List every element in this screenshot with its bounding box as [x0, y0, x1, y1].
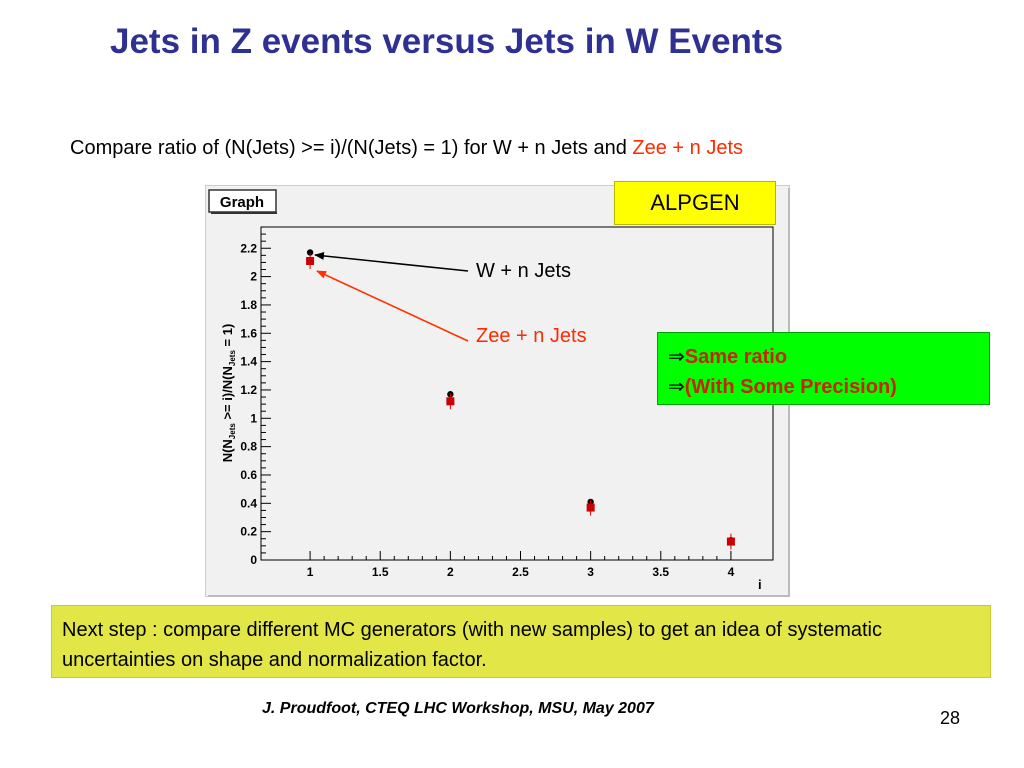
- y-tick-label: 1.8: [240, 298, 257, 312]
- alpgen-box: ALPGEN: [614, 181, 776, 225]
- page-number: 28: [940, 708, 961, 728]
- zee-jets-point: [306, 257, 315, 266]
- graph-tag-label: Graph: [220, 194, 264, 211]
- zee-jets-point: [726, 537, 735, 546]
- x-tick-label: 1: [307, 565, 314, 579]
- y-tick-label: 2: [250, 270, 257, 284]
- y-tick-label: 0.8: [240, 440, 257, 454]
- data-points: [306, 249, 735, 550]
- y-tick-label: 1.6: [240, 326, 257, 340]
- x-tick-label: 2: [447, 565, 454, 579]
- x-tick-label: 1.5: [372, 565, 389, 579]
- conclusion-line-1: ⇒Same ratio: [668, 342, 989, 372]
- y-tick-label: 2.2: [240, 241, 257, 255]
- y-tick-label: 0.4: [240, 496, 257, 510]
- y-axis-label: N(NJets >= i)/N(NJets = 1): [220, 324, 237, 463]
- subtitle-highlight: Zee + n Jets: [632, 137, 744, 159]
- conclusion-box: ⇒Same ratio ⇒(With Some Precision): [657, 332, 990, 405]
- zee-arrow: [316, 270, 469, 342]
- y-tick-label: 1.4: [240, 355, 257, 369]
- slide-subtitle: Compare ratio of (N(Jets) >= i)/(N(Jets)…: [70, 137, 743, 160]
- w-jets-annotation: W + n Jets: [476, 260, 572, 282]
- x-axis-label: i: [758, 577, 762, 592]
- zee-jets-point: [446, 397, 455, 406]
- x-tick-label: 2.5: [512, 565, 529, 579]
- y-tick-label: 1.2: [240, 383, 257, 397]
- citation: J. Proudfoot, CTEQ LHC Workshop, MSU, Ma…: [262, 700, 654, 717]
- y-tick-label: 0: [250, 553, 257, 567]
- zee-jets-annotation: Zee + n Jets: [476, 325, 587, 347]
- w-arrow: [314, 251, 469, 272]
- subtitle-main: Compare ratio of (N(Jets) >= i)/(N(Jets)…: [70, 137, 633, 159]
- x-tick-label: 3.5: [652, 565, 669, 579]
- next-step-box: Next step : compare different MC generat…: [51, 605, 991, 678]
- x-tick-label: 4: [728, 565, 735, 579]
- axis-ticks: 1 1.5 2 2.5 3 3.5 4 0 0.2 0.4 0.6 0.8 1 1.2 1.4 1.6 1.8 2…: [240, 233, 735, 579]
- y-tick-label: 0.6: [240, 468, 257, 482]
- conclusion-text-2: (With Some Precision): [684, 376, 897, 398]
- x-tick-label: 3: [587, 565, 594, 579]
- y-tick-label: 0.2: [240, 525, 257, 539]
- implies-arrow-icon: ⇒: [668, 376, 685, 398]
- conclusion-line-2: ⇒(With Some Precision): [668, 372, 989, 402]
- slide-title: Jets in Z events versus Jets in W Events: [110, 22, 784, 61]
- w-jets-point: [306, 249, 314, 256]
- implies-arrow-icon: ⇒: [668, 346, 685, 368]
- y-tick-label: 1: [250, 411, 257, 425]
- conclusion-text-1: Same ratio: [684, 346, 788, 368]
- zee-jets-point: [586, 503, 595, 512]
